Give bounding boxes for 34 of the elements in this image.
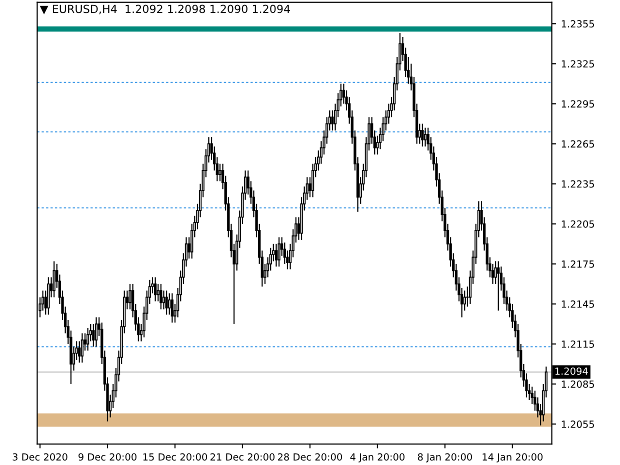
x-tick-label: 8 Jan 20:00: [418, 453, 472, 462]
candlestick: [94, 316, 98, 348]
x-tick-label: 9 Dec 20:00: [78, 453, 136, 461]
candlestick: [160, 283, 162, 310]
x-tick-label: 21 Dec 20:00: [210, 453, 275, 461]
x-tick-label: 14 Jan 20:00: [482, 453, 543, 462]
candlestick: [128, 283, 132, 310]
x-tick-label: 28 Dec 20:00: [278, 453, 342, 461]
x-tick-label: 15 Dec 20:00: [143, 453, 208, 461]
candlestick: [424, 127, 427, 148]
x-tick-label: 4 Jan 20:00: [350, 453, 404, 462]
y-tick-label: 1.2265: [562, 140, 594, 148]
y-tick-label: 1.2205: [562, 220, 594, 228]
y-tick-label: 1.2325: [562, 60, 594, 68]
y-tick-label: 1.2085: [562, 380, 594, 388]
candlestick: [80, 332, 84, 364]
y-tick-label: 1.2235: [562, 180, 594, 188]
candlestick: [497, 260, 500, 312]
y-tick-label: 1.2055: [562, 420, 594, 428]
candlestick: [165, 290, 168, 316]
chart-title: ▼ EURUSD,H4 1.2092 1.2098 1.2090 1.2094: [40, 4, 290, 14]
x-tick-label: 3 Dec 2020: [12, 453, 68, 461]
candlestick: [52, 260, 56, 298]
candlestick: [154, 276, 157, 302]
candlestick: [86, 327, 90, 352]
candlestick: [170, 292, 174, 324]
ref-line-label: 1.2094: [555, 367, 588, 375]
y-tick-label: 1.2355: [562, 20, 594, 28]
candlestick: [278, 236, 280, 268]
y-tick-label: 1.2115: [562, 340, 594, 348]
candlestick: [421, 123, 424, 148]
y-tick-label: 1.2145: [562, 300, 594, 308]
y-tick-label: 1.2175: [562, 260, 594, 268]
y-tick-label: 1.2295: [562, 100, 594, 108]
